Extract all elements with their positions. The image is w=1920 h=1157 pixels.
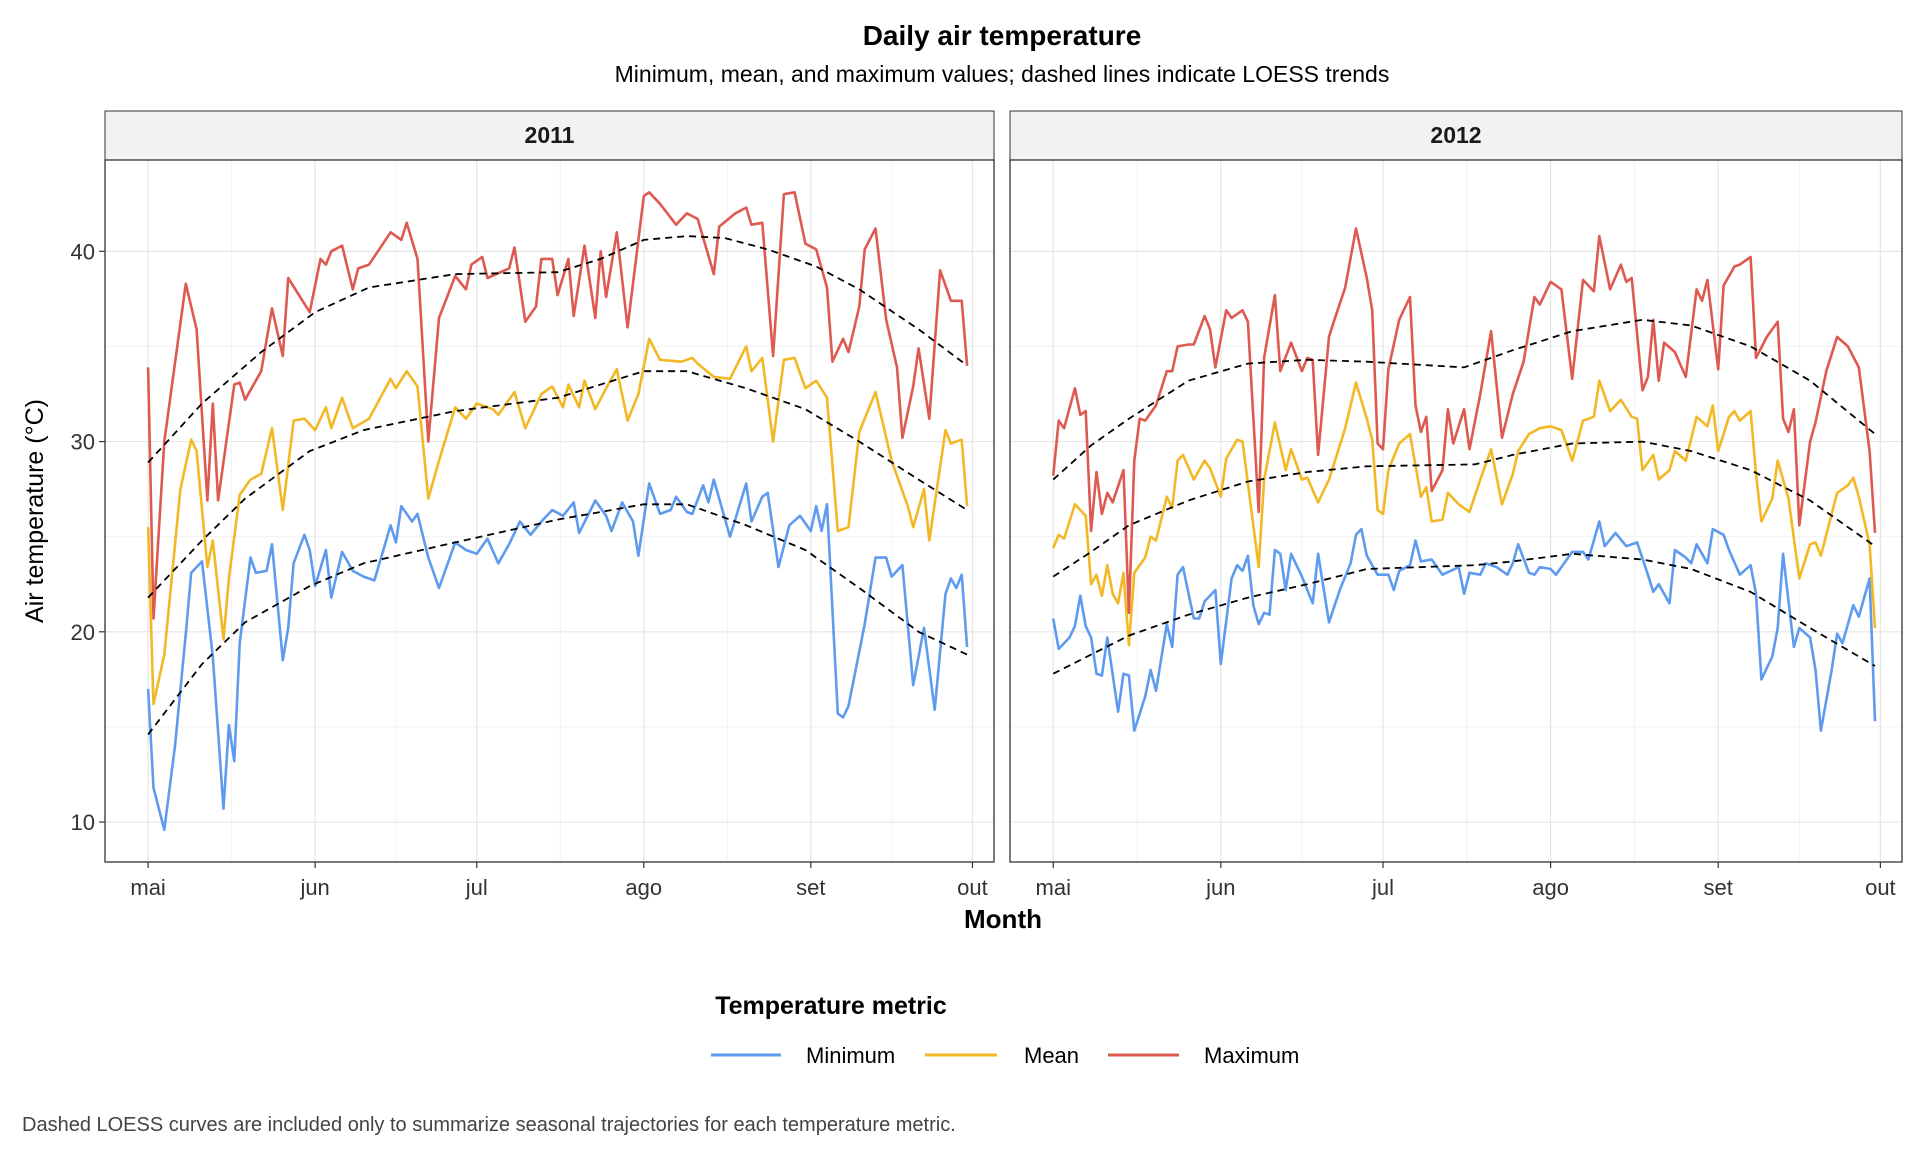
facet-strip-label: 2012 <box>1430 122 1481 148</box>
y-tick-label: 40 <box>71 239 95 264</box>
x-tick-label: out <box>957 875 988 900</box>
facet-strip <box>1009 110 1903 161</box>
series-line-mean <box>1051 379 1877 647</box>
x-tick-label: out <box>1865 875 1896 900</box>
x-tick-label: jul <box>1371 875 1394 900</box>
x-tick-label: jun <box>1205 875 1235 900</box>
loess-trend-mean <box>147 370 968 599</box>
y-tick-label: 10 <box>71 810 95 835</box>
facet-strip-label: 2011 <box>525 122 575 148</box>
loess-trend-maximum <box>1052 318 1876 481</box>
facet-strip <box>104 110 995 161</box>
series-line-minimum <box>146 478 969 831</box>
loess-trend-maximum <box>147 235 968 464</box>
loess-trend-minimum <box>1052 552 1876 675</box>
panel-border <box>104 159 995 863</box>
chart-title: Daily air temperature <box>863 20 1142 51</box>
caption: Dashed LOESS curves are included only to… <box>22 1114 956 1136</box>
series-line-maximum <box>1051 227 1877 615</box>
legend-label-mean: Mean <box>1024 1043 1079 1068</box>
legend-label-minimum: Minimum <box>806 1043 895 1068</box>
loess-trend-minimum <box>147 503 968 736</box>
x-tick-label: mai <box>1036 875 1071 900</box>
x-tick-label: jun <box>299 875 329 900</box>
x-tick-label: set <box>796 875 825 900</box>
x-axis-title: Month <box>964 904 1042 934</box>
panel-2011: 2011 mai jun jul ago set out 10 20 30 40 <box>71 110 995 900</box>
legend: Temperature metric Minimum Mean Maximum <box>711 992 1299 1068</box>
panels: 2011 mai jun jul ago set out 10 20 30 40 2012 mai jun… <box>71 110 1903 900</box>
y-tick-label: 30 <box>71 430 95 455</box>
y-tick-label: 20 <box>71 620 95 645</box>
x-tick-label: ago <box>625 875 662 900</box>
loess-trend-mean <box>1052 440 1876 578</box>
chart-subtitle: Minimum, mean, and maximum values; dashe… <box>615 61 1390 87</box>
x-tick-label: mai <box>130 875 165 900</box>
legend-title: Temperature metric <box>715 992 947 1020</box>
x-tick-label: jul <box>465 875 488 900</box>
legend-label-maximum: Maximum <box>1204 1043 1299 1068</box>
x-tick-label: ago <box>1532 875 1569 900</box>
series-line-maximum <box>146 191 969 620</box>
panel-2012: 2012 mai jun jul ago set out <box>1009 110 1903 900</box>
series-line-mean <box>146 337 969 706</box>
series-line-minimum <box>1051 520 1877 732</box>
x-tick-label: set <box>1704 875 1733 900</box>
panel-border <box>1009 159 1903 863</box>
y-axis-title: Air temperature (°C) <box>21 399 49 623</box>
